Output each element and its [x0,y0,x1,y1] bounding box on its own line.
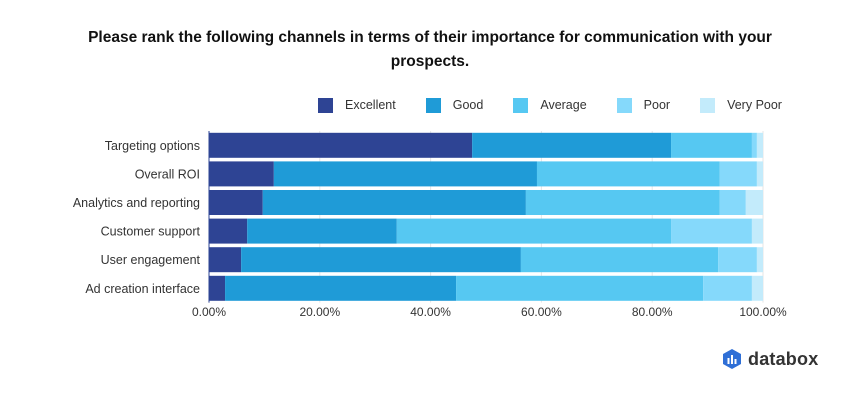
legend-label-poor: Poor [643,98,671,112]
databox-logo: databox [722,348,818,370]
brand-name: databox [748,348,819,369]
bar-segment-very-poor [756,161,763,187]
legend: Excellent Good Average Poor Very Poor [318,96,812,114]
bar-segment-good [225,275,457,301]
x-tick-label: 60.00% [521,305,562,319]
bar-segment-good [273,161,537,187]
x-tick-label: 100.00% [739,305,787,319]
bar-segment-poor [719,161,757,187]
chart-title: Please rank the following channels in te… [88,29,772,70]
bar-segment-poor [703,275,752,301]
bar-segment-poor [751,132,757,158]
bar-segment-average [520,247,719,273]
bar-segment-excellent [209,132,473,158]
bar-segment-good [472,132,672,158]
y-tick-label: Targeting options [105,139,200,153]
bar-segment-poor [671,218,752,244]
bar-segment-good [241,247,521,273]
y-tick-label: Overall ROI [135,167,200,181]
legend-label-excellent: Excellent [345,98,396,112]
bar-segment-average [536,161,720,187]
legend-label-good: Good [452,98,484,112]
legend-swatch-average [513,97,529,113]
bar-segment-excellent [209,161,274,187]
x-tick-label: 20.00% [299,305,340,319]
x-tick-label: 40.00% [410,305,451,319]
legend-swatch-excellent [318,97,333,113]
bar-segment-excellent [209,190,263,215]
legend-swatch-good [425,97,441,113]
bar-segment-excellent [209,275,226,301]
y-tick-label: User engagement [101,253,201,267]
y-tick-label: Customer support [101,225,201,239]
bar-segment-good [247,218,397,244]
bar-segment-very-poor [751,218,763,244]
databox-logo-icon [723,349,741,369]
legend-item-excellent: Excellent [318,97,396,113]
legend-swatch-very-poor [700,97,716,113]
bar-segment-very-poor [756,132,763,158]
y-tick-label: Analytics and reporting [73,196,200,210]
legend-item-very-poor: Very Poor [700,97,782,113]
bar-segment-very-poor [751,275,763,301]
bar-segment-average [671,132,752,158]
bar-segment-excellent [209,247,242,273]
legend-swatch-poor [616,97,632,113]
bar-segment-good [262,190,526,215]
bar-segment-very-poor [745,190,763,215]
bar-segment-poor [718,247,757,273]
legend-label-very-poor: Very Poor [727,98,782,112]
bar-segment-average [525,190,720,215]
x-tick-label: 0.00% [192,305,226,319]
bar-segment-average [456,275,704,301]
y-tick-label: Ad creation interface [85,282,200,296]
bar-segment-poor [719,190,746,215]
legend-item-poor: Poor [616,97,671,113]
legend-item-average: Average [513,97,587,113]
bar-segment-excellent [209,218,248,244]
bar-segment-very-poor [756,247,763,273]
bar-segment-average [396,218,672,244]
legend-item-good: Good [425,97,484,113]
legend-label-average: Average [540,98,587,112]
x-tick-label: 80.00% [632,305,673,319]
